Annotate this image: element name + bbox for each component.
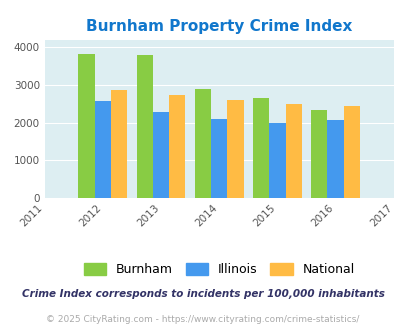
Bar [194,89,211,198]
Bar [252,98,269,198]
Bar [111,90,127,198]
Text: © 2025 CityRating.com - https://www.cityrating.com/crime-statistics/: © 2025 CityRating.com - https://www.city… [46,315,359,324]
Bar [285,104,301,198]
Bar [153,113,169,198]
Legend: Burnham, Illinois, National: Burnham, Illinois, National [78,258,359,281]
Bar [169,95,185,198]
Bar [343,106,359,198]
Bar [78,54,94,198]
Bar [227,100,243,198]
Bar [310,110,327,198]
Text: Crime Index corresponds to incidents per 100,000 inhabitants: Crime Index corresponds to incidents per… [21,289,384,299]
Bar [269,122,285,198]
Bar [211,119,227,198]
Bar [136,55,153,198]
Bar [327,120,343,198]
Bar [94,101,111,198]
Title: Burnham Property Crime Index: Burnham Property Crime Index [86,19,352,34]
